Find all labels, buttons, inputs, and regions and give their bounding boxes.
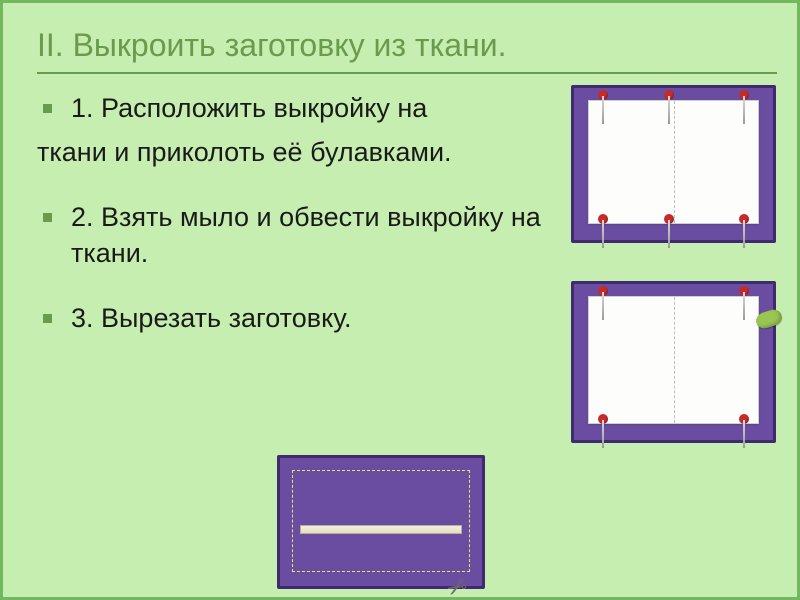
- ruler-icon: [300, 525, 462, 534]
- fabric-swatch-3: [277, 455, 485, 589]
- pin-icon: [668, 214, 670, 248]
- pin-icon: [743, 90, 745, 124]
- fold-line-2: [674, 297, 675, 423]
- fabric-swatch-1: [571, 85, 776, 243]
- pin-icon: [602, 414, 604, 448]
- fabric-swatch-2: [571, 281, 776, 443]
- pin-icon: [743, 214, 745, 248]
- pin-icon: [602, 90, 604, 124]
- illustration-cut-piece: ✂: [277, 455, 485, 589]
- slide-title: II. Выкроить заготовку из ткани.: [37, 27, 763, 64]
- paper-pattern-2: [588, 296, 759, 424]
- pin-icon: [602, 286, 604, 320]
- slide-frame: II. Выкроить заготовку из ткани. 1. Расп…: [0, 0, 800, 600]
- chalk-outline: [292, 470, 470, 572]
- step-2: 2. Взять мыло и обвести выкройку на ткан…: [37, 199, 557, 272]
- pin-icon: [602, 214, 604, 248]
- title-underline: [37, 72, 777, 74]
- pin-icon: [743, 414, 745, 448]
- illustration-pin-pattern: [571, 85, 776, 243]
- fold-line-1: [674, 101, 675, 223]
- paper-pattern-1: [588, 100, 759, 224]
- pin-icon: [743, 286, 745, 320]
- pin-icon: [668, 90, 670, 124]
- illustration-trace-soap: [571, 281, 776, 443]
